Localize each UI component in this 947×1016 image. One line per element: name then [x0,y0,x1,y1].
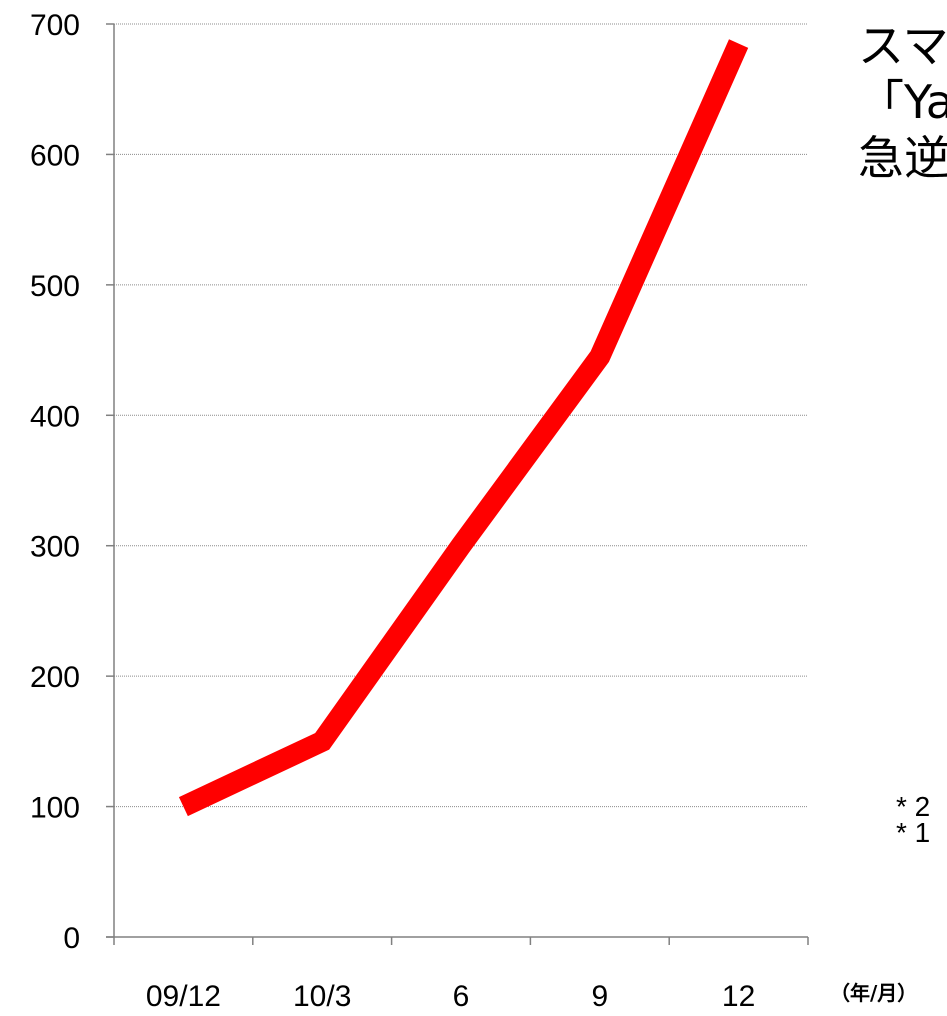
note-2: * 1 [896,818,931,848]
note-1: * 2 [896,792,931,822]
title-line-3: 急逆 [858,131,947,185]
title-line-1: スマ [858,19,947,73]
y-tick-label-600: 600 [30,139,80,172]
x-tick-labels: 09/12 10/3 6 9 12 [113,937,809,1013]
series-line-0 [178,39,749,817]
y-tick-label-100: 100 [30,792,80,825]
y-tick-label-700: 700 [30,9,80,42]
title-line-2: 「Ya [858,75,947,129]
y-tick-labels: 0 100 200 300 400 500 600 700 [30,9,114,955]
series [178,39,749,817]
x-tick-label-3: 9 [591,980,608,1013]
y-tick-label-400: 400 [30,400,80,433]
x-tick-label-2: 6 [453,980,470,1013]
x-tick-label-1: 10/3 [293,980,351,1013]
x-unit-label: （年/月） [830,981,917,1005]
y-tick-label-300: 300 [30,531,80,564]
axes [106,24,808,938]
y-tick-label-500: 500 [30,270,80,303]
y-tick-label-0: 0 [63,922,80,955]
chart-title: スマ 「Ya 急逆 [858,18,947,186]
y-tick-label-200: 200 [30,661,80,694]
x-tick-label-4: 12 [722,980,755,1013]
x-tick-label-0: 09/12 [146,980,221,1013]
